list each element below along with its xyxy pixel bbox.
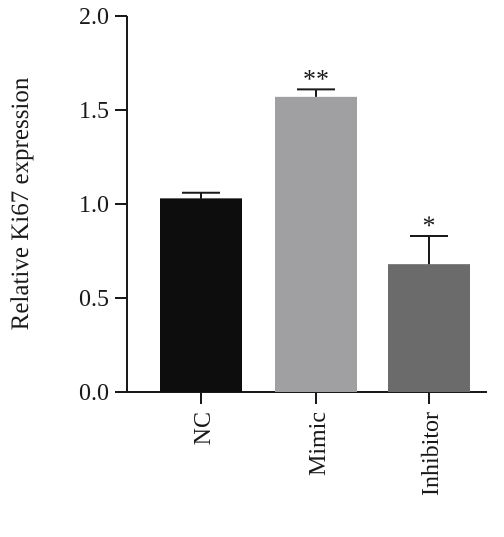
significance-label: ** — [303, 64, 329, 93]
bar — [388, 264, 470, 392]
error-bars — [182, 88, 448, 265]
significance-label: * — [423, 211, 436, 240]
y-tick-label: 1.5 — [79, 98, 109, 124]
bar — [275, 96, 357, 392]
x-tick-label: NC — [190, 412, 216, 445]
significance-markers: *** — [303, 64, 436, 240]
y-tick-label: 0.0 — [79, 380, 109, 406]
x-tick-label: Inhibitor — [418, 412, 444, 496]
y-tick-label: 1.0 — [79, 192, 109, 218]
x-tick-label: Mimic — [305, 412, 331, 476]
bar — [160, 198, 242, 392]
x-axis: NC Mimic Inhibitor — [127, 391, 487, 496]
y-axis-title: Relative Ki67 expression — [7, 77, 34, 330]
y-tick-label: 0.5 — [79, 286, 109, 312]
y-axis: 0.0 0.5 1.0 1.5 2.0 — [79, 4, 128, 406]
y-tick-label: 2.0 — [79, 4, 109, 30]
bars — [160, 96, 470, 392]
